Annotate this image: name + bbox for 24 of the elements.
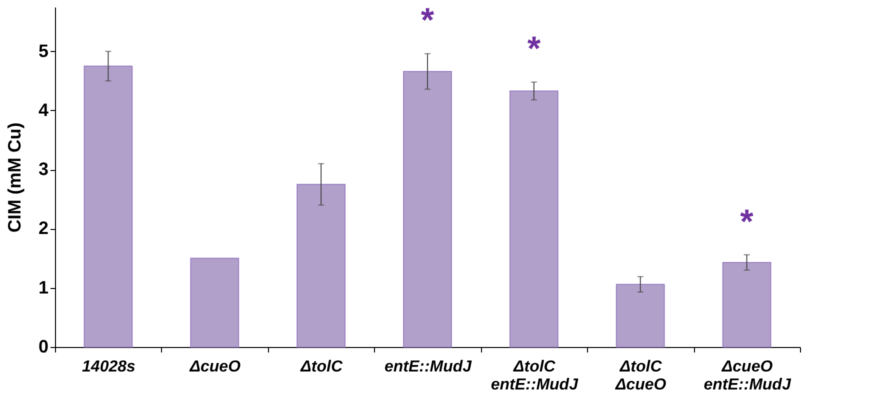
x-tick-label: entE::MudJ [384,358,473,376]
bar [84,66,133,348]
bar [190,258,240,348]
y-tick-label: 3 [38,159,48,180]
annotation: * [740,202,754,241]
bar [722,262,772,348]
y-axis-title: CIM (mM Cu) [4,122,24,232]
bar [509,90,558,348]
x-tick-label: ΔcueO [188,358,242,376]
y-tick-label: 1 [38,277,48,298]
bar [296,184,346,348]
annotation: * [420,2,435,40]
y-tick-label: 0 [38,336,48,356]
bar [616,284,665,348]
x-tick-label: 14028s [82,358,136,376]
y-tick-label: 4 [38,100,48,120]
annotation: * [527,30,542,68]
y-tick-label: 2 [38,218,48,238]
x-tick-label: ΔtolC [300,358,343,376]
x-tick-label: ΔcueO entE::MudJ [704,358,792,394]
y-tick-label: 5 [38,40,48,61]
x-tick-label: ΔtolC entE::MudJ [490,358,580,394]
bar [403,70,452,348]
x-tick-label: ΔtolC ΔcueO [614,358,667,394]
